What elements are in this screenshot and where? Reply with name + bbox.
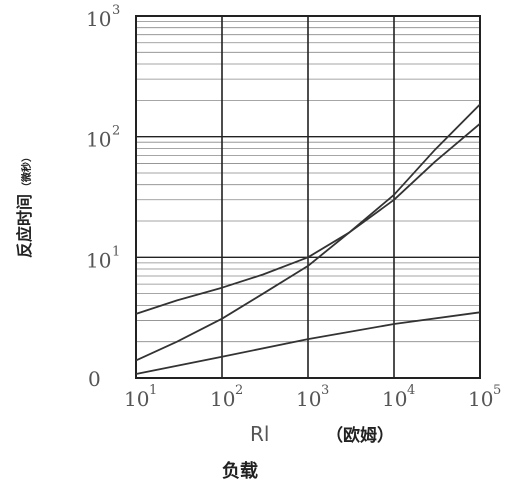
series-line-1	[135, 123, 481, 315]
x-axis-ticks: 10 1 10 2 10 3 10 4 10 5	[124, 383, 501, 411]
svg-text:1: 1	[112, 244, 120, 259]
x-axis-label: 负载	[222, 460, 258, 482]
series-line-3	[135, 311, 481, 375]
series-line-2	[135, 103, 481, 362]
svg-text:10: 10	[382, 387, 407, 411]
x-axis-symbol: Rl	[250, 422, 269, 446]
y-tick-label: 10 1	[86, 244, 120, 272]
svg-text:2: 2	[235, 383, 243, 398]
svg-text:3: 3	[321, 383, 329, 398]
x-tick-label: 10 2	[210, 383, 243, 411]
svg-text:5: 5	[493, 383, 501, 398]
svg-text:10: 10	[86, 248, 111, 272]
svg-text:10: 10	[468, 387, 493, 411]
x-axis-unit: （欧姆）	[326, 425, 394, 446]
x-tick-label: 10 5	[468, 383, 501, 411]
y-tick-label: 0	[88, 367, 101, 391]
x-tick-label: 10 3	[296, 383, 329, 411]
svg-text:10: 10	[124, 387, 149, 411]
svg-text:0: 0	[88, 367, 101, 391]
svg-text:10: 10	[210, 387, 235, 411]
x-tick-label: 10 1	[124, 383, 157, 411]
plot-area-frame	[135, 15, 481, 379]
svg-text:3: 3	[112, 3, 120, 18]
svg-text:1: 1	[149, 383, 157, 398]
grid-major-lines	[136, 16, 480, 378]
svg-text:2: 2	[112, 124, 120, 139]
svg-text:10: 10	[86, 128, 111, 152]
series-layer	[135, 103, 481, 375]
x-tick-label: 10 4	[382, 383, 415, 411]
y-tick-label: 10 3	[86, 3, 120, 31]
y-axis-label: 反应时间 （微秒）	[15, 152, 34, 258]
svg-text:10: 10	[86, 7, 111, 31]
svg-text:4: 4	[407, 383, 415, 398]
svg-text:10: 10	[296, 387, 321, 411]
y-tick-label: 10 2	[86, 124, 120, 152]
y-axis-label-text: 反应时间	[15, 194, 34, 258]
y-axis-label-unit: （微秒）	[20, 152, 33, 192]
